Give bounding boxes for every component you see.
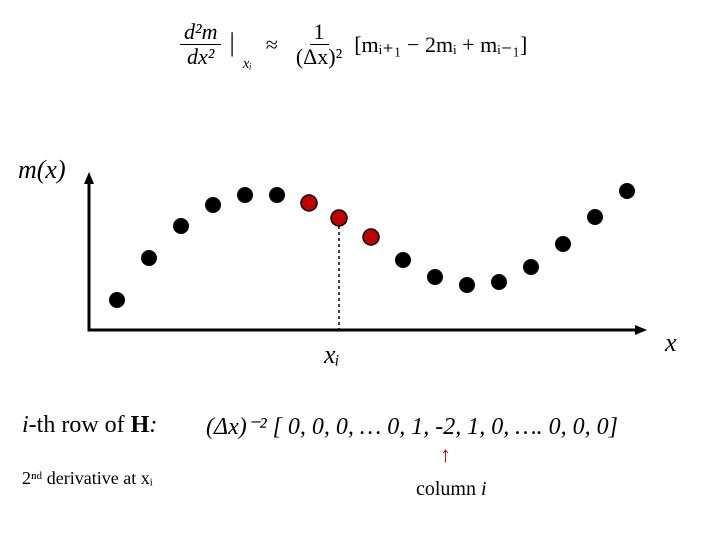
row-colon: : bbox=[149, 412, 157, 438]
curve-plot bbox=[77, 170, 647, 350]
y-axis-label: m(x) bbox=[18, 155, 66, 185]
second-derivative-note: 2ⁿᵈ derivative at xᵢ bbox=[22, 468, 153, 489]
rhs-den: (Δx)² bbox=[296, 44, 342, 69]
column-i-label: column i bbox=[416, 478, 487, 501]
rhs-num: 1 bbox=[314, 19, 325, 44]
row-H: H bbox=[131, 412, 150, 438]
lhs-sub: xᵢ bbox=[243, 56, 252, 72]
lhs-fraction: d²m dx² bbox=[180, 20, 221, 69]
rhs-fraction: 1 (Δx)² bbox=[292, 20, 346, 69]
ith-row-label: i-th row of H: bbox=[22, 412, 157, 439]
approx-sign: ≈ bbox=[266, 32, 278, 58]
x-axis-label: x bbox=[665, 328, 677, 358]
row-i: i bbox=[22, 412, 29, 438]
xi-label: xᵢ bbox=[324, 340, 340, 370]
row-rest: -th row of bbox=[29, 412, 131, 438]
row-vector: (Δx)⁻² [ 0, 0, 0, … 0, 1, -2, 1, 0, …. 0… bbox=[206, 412, 618, 441]
lhs-den: dx² bbox=[187, 44, 214, 69]
column-arrow-icon: ↑ bbox=[440, 442, 451, 468]
column-word: column bbox=[416, 478, 481, 500]
second-derivative-formula: d²m dx² | xᵢ ≈ 1 (Δx)² [mᵢ₊₁ − 2mᵢ + mᵢ₋… bbox=[180, 20, 527, 69]
rhs-bracket: [mᵢ₊₁ − 2mᵢ + mᵢ₋₁] bbox=[354, 32, 527, 58]
column-i: i bbox=[481, 478, 487, 500]
lhs-num: d²m bbox=[184, 19, 217, 44]
plot-svg bbox=[77, 170, 647, 350]
